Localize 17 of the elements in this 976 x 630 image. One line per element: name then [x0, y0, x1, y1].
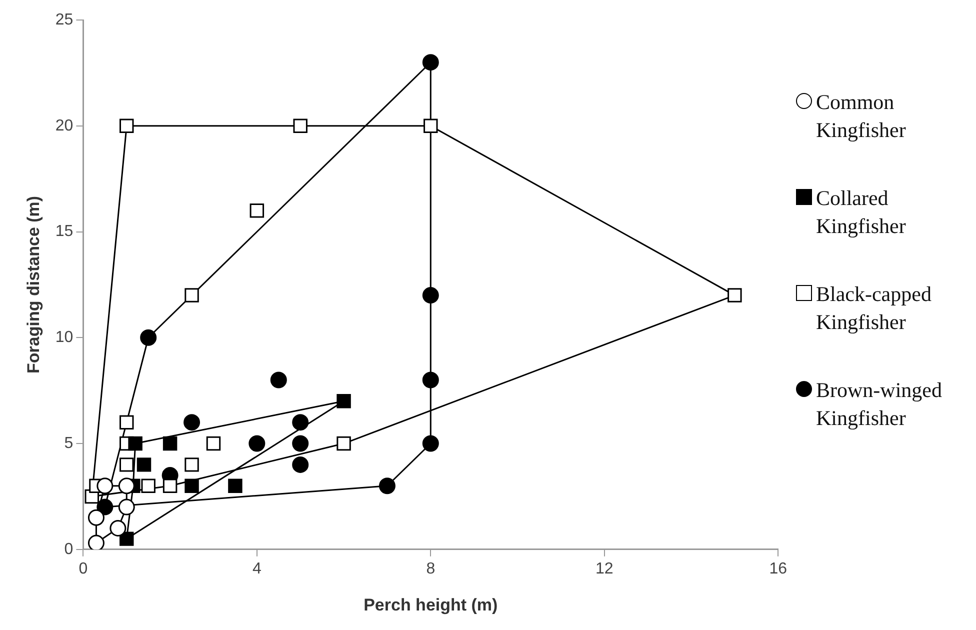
legend-label: Black-capped Kingfisher	[816, 281, 932, 336]
x-tick-label: 4	[252, 560, 262, 578]
legend-label: Common Kingfisher	[816, 89, 907, 144]
legend-label: Collared Kingfisher	[816, 185, 907, 240]
x-tick-label: 8	[426, 560, 436, 578]
x-tick-label: 0	[78, 560, 88, 578]
y-tick-label: 0	[64, 540, 74, 558]
legend-label: Brown-winged Kingfisher	[816, 377, 943, 432]
y-axis-title: Foraging distance (m)	[24, 196, 43, 374]
y-tick-label: 15	[55, 223, 74, 240]
y-tick-label: 20	[55, 117, 74, 134]
x-tick-label: 12	[595, 560, 614, 578]
x-tick-label: 16	[769, 560, 788, 578]
x-axis-title: Perch height (m)	[364, 595, 498, 614]
y-tick-label: 5	[64, 434, 74, 452]
y-tick-label: 10	[55, 329, 74, 346]
y-tick-label: 25	[55, 11, 74, 28]
